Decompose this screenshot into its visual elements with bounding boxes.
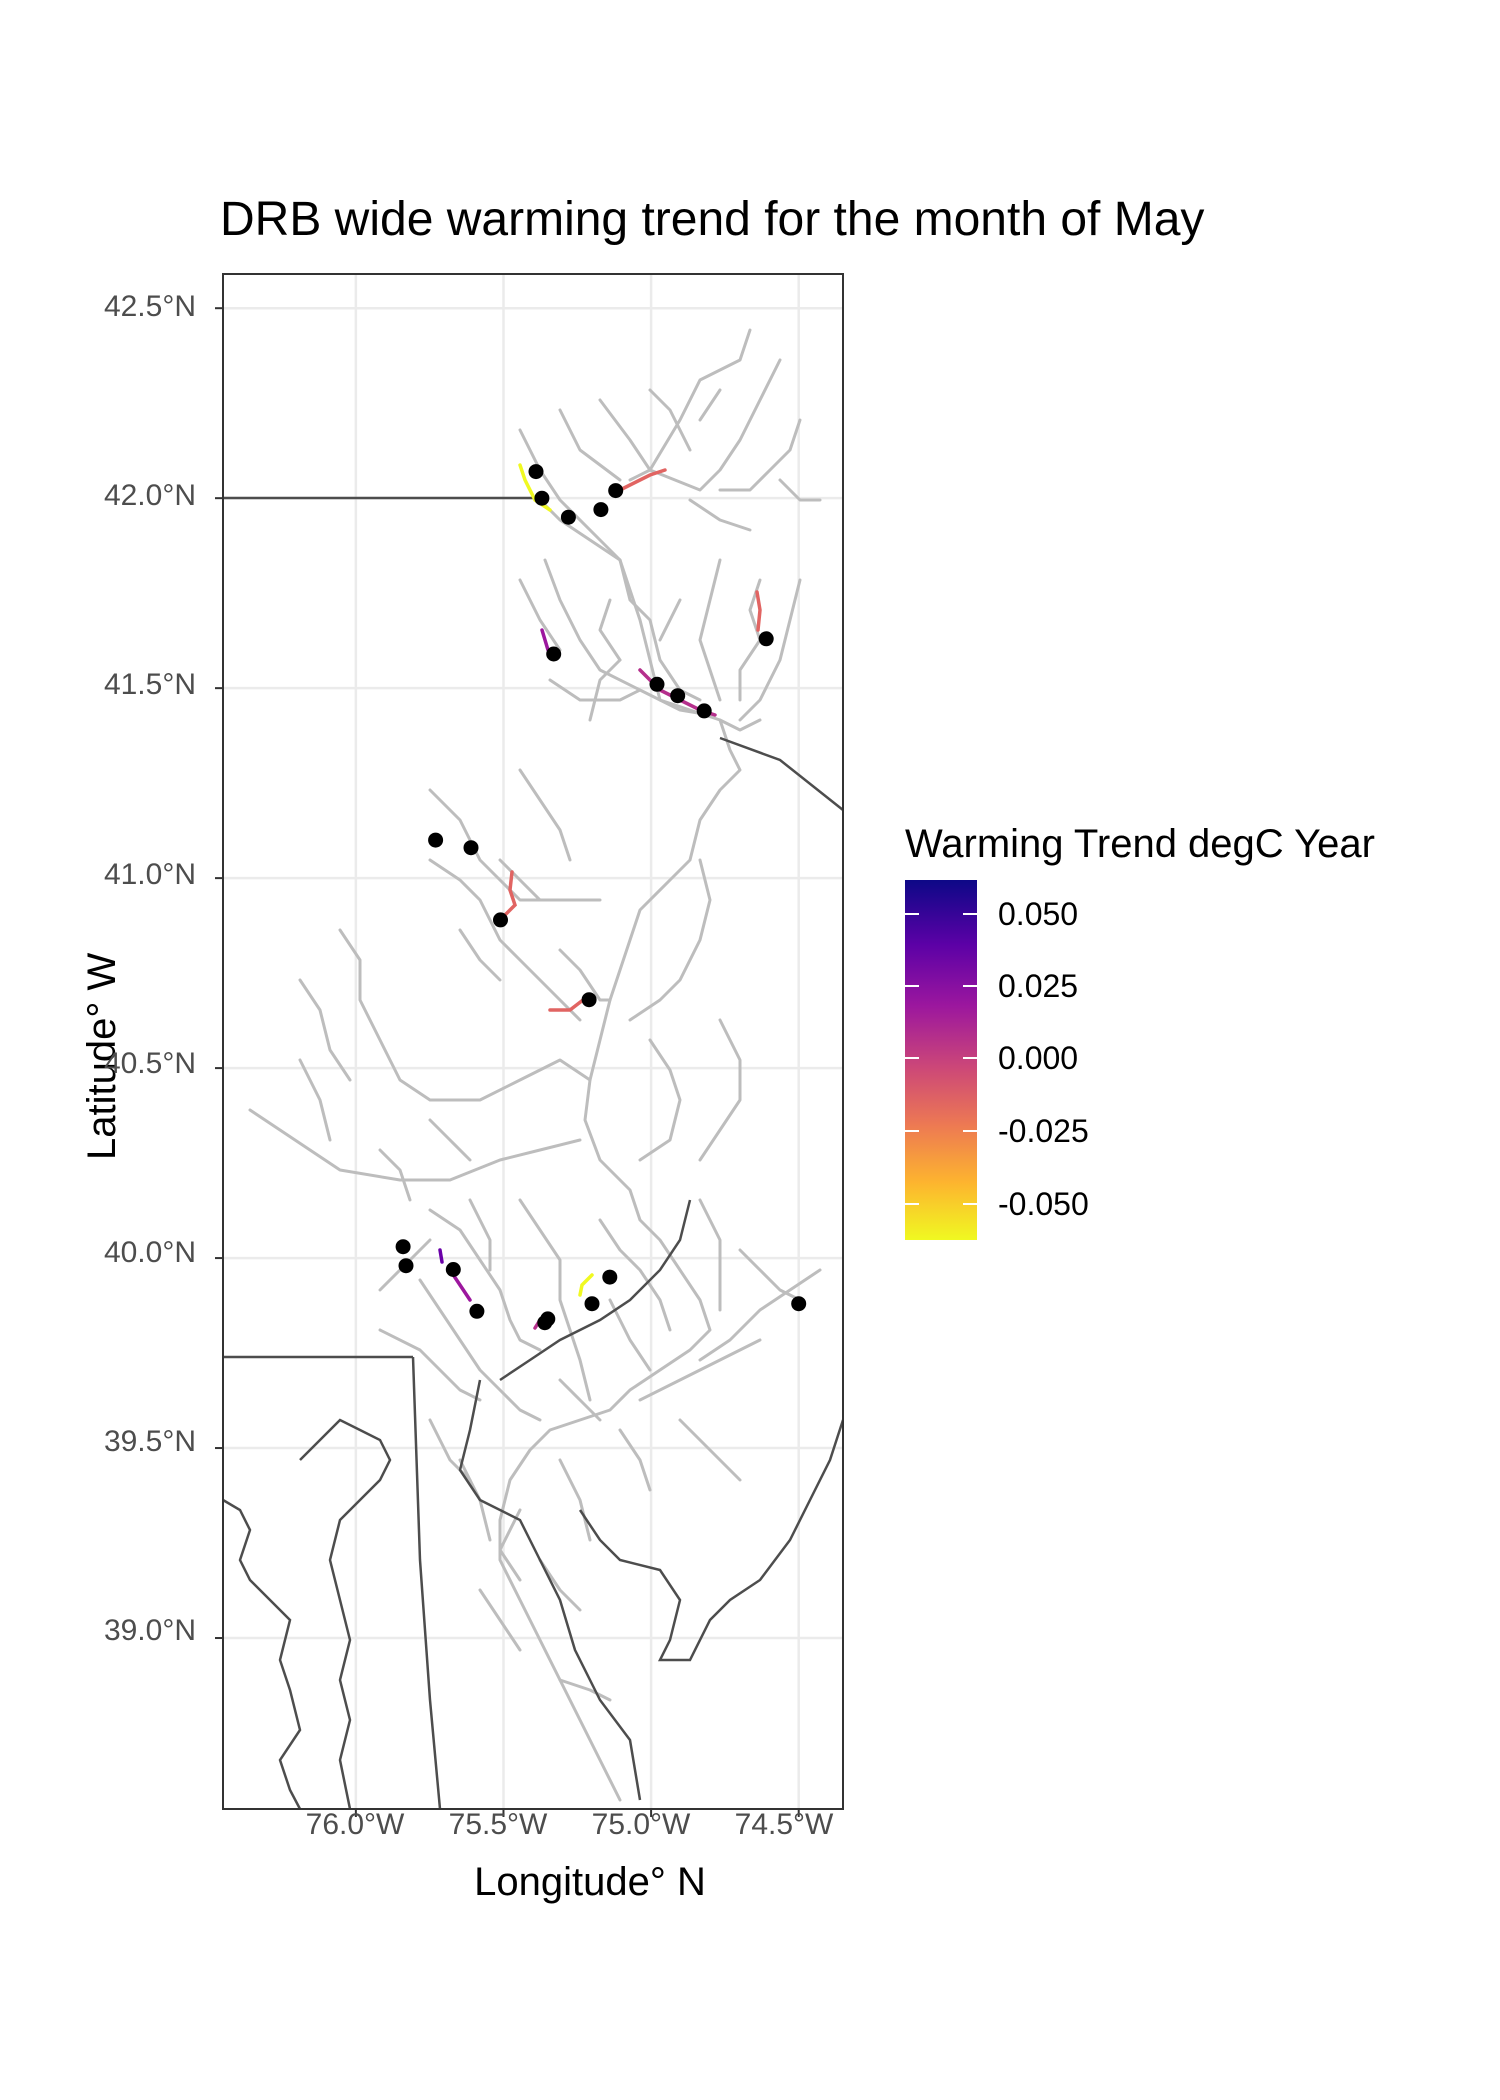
x-tick-label: 75.0°W	[591, 1808, 691, 1841]
site-point	[602, 1269, 618, 1285]
y-tick-label: 40.5°N	[103, 1047, 196, 1080]
site-point	[758, 631, 774, 647]
site-point	[528, 464, 544, 480]
site-point	[593, 502, 609, 518]
site-point	[395, 1239, 411, 1255]
panel-background	[223, 274, 843, 1809]
legend-label: 0.000	[998, 1040, 1079, 1076]
y-tick-label: 41.5°N	[103, 668, 196, 701]
site-point	[534, 490, 550, 506]
site-point	[469, 1303, 485, 1319]
site-point	[540, 1311, 556, 1327]
x-axis-label: Longitude° N	[474, 1860, 706, 1904]
legend-label: -0.025	[998, 1113, 1089, 1149]
legend-tick-right	[963, 1203, 977, 1205]
x-tick-label: 76.0°W	[305, 1808, 405, 1841]
site-point	[463, 840, 479, 856]
y-tick-label: 40.0°N	[103, 1236, 196, 1269]
legend-tick-left	[905, 913, 919, 915]
legend-tick-right	[963, 985, 977, 987]
site-point	[649, 676, 665, 692]
plot-title: DRB wide warming trend for the month of …	[220, 193, 1205, 246]
site-point	[581, 992, 597, 1008]
legend-tick-left	[905, 1203, 919, 1205]
site-point	[791, 1296, 807, 1312]
y-tick-label: 42.5°N	[103, 290, 196, 323]
panel-border	[222, 273, 844, 1810]
legend-tick-left	[905, 985, 919, 987]
y-tick-label: 42.0°N	[103, 479, 196, 512]
legend-tick-left	[905, 1130, 919, 1132]
site-point	[696, 703, 712, 719]
legend-title: Warming Trend degC Year	[905, 822, 1375, 866]
y-tick-label: 39.5°N	[103, 1425, 196, 1458]
y-tick-label: 39.0°N	[103, 1614, 196, 1647]
site-point	[546, 646, 562, 662]
legend-tick-right	[963, 913, 977, 915]
x-tick-label: 74.5°W	[734, 1808, 834, 1841]
site-point	[608, 483, 624, 499]
legend-label: 0.025	[998, 968, 1079, 1004]
site-point	[493, 912, 508, 928]
legend-label: -0.050	[998, 1186, 1089, 1222]
site-point	[560, 509, 576, 525]
y-tick-label: 41.0°N	[103, 858, 196, 891]
site-point	[445, 1262, 461, 1277]
legend-label: 0.050	[998, 896, 1079, 932]
site-point	[428, 832, 444, 848]
state-boundaries	[223, 496, 843, 1809]
site-point	[584, 1296, 600, 1312]
site-point	[398, 1258, 414, 1274]
legend-tick-left	[905, 1057, 919, 1059]
legend-colorbar	[905, 880, 977, 1240]
axis-ticks	[215, 307, 800, 1817]
site-points	[395, 464, 807, 1331]
river-network	[248, 328, 822, 1802]
legend-tick-right	[963, 1057, 977, 1059]
legend-tick-right	[963, 1130, 977, 1132]
site-point	[670, 688, 686, 704]
x-tick-label: 75.5°W	[448, 1808, 548, 1841]
